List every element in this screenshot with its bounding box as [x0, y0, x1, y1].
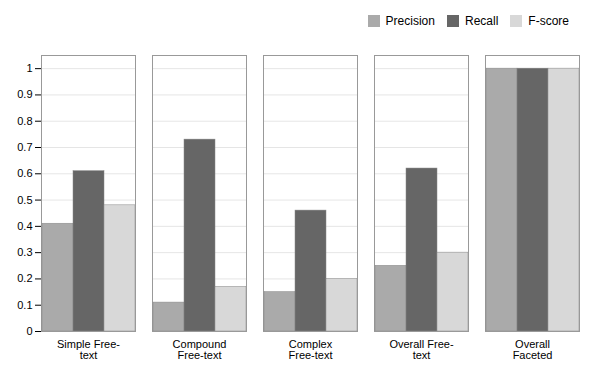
svg-text:0.1: 0.1: [17, 299, 32, 311]
svg-text:0.4: 0.4: [17, 220, 32, 232]
svg-text:0.2: 0.2: [17, 272, 32, 284]
svg-text:0.9: 0.9: [17, 88, 32, 100]
svg-text:0.3: 0.3: [17, 246, 32, 258]
svg-text:0.8: 0.8: [17, 115, 32, 127]
svg-text:ComplexFree-text: ComplexFree-text: [288, 338, 332, 361]
svg-text:Simple Free-text: Simple Free-text: [57, 338, 120, 361]
html-text:F-score: F-score: [528, 13, 569, 28]
svg-text:1: 1: [26, 62, 32, 74]
svg-text:Overall Free-text: Overall Free-text: [389, 338, 454, 361]
svg-text:OverallFaceted: OverallFaceted: [513, 338, 553, 361]
svg-text:0: 0: [26, 325, 32, 337]
svg-text:CompoundFree-text: CompoundFree-text: [173, 338, 227, 361]
svg-text:0.6: 0.6: [17, 167, 32, 179]
html-text:Recall: Recall: [465, 13, 499, 28]
svg-text:0.7: 0.7: [17, 141, 32, 153]
html-text:Precision: Precision: [385, 13, 435, 28]
svg-text:0.5: 0.5: [17, 194, 32, 206]
